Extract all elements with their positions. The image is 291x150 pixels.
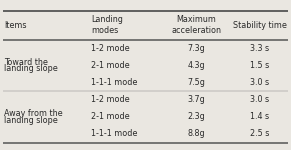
- Text: 7.3g: 7.3g: [188, 44, 205, 53]
- Text: 2.3g: 2.3g: [188, 112, 205, 121]
- Text: Maximum
acceleration: Maximum acceleration: [171, 15, 221, 35]
- Text: Away from the: Away from the: [4, 109, 63, 118]
- Text: 1.4 s: 1.4 s: [250, 112, 269, 121]
- Text: 1-2 mode: 1-2 mode: [91, 95, 129, 104]
- Text: Stability time: Stability time: [233, 21, 287, 30]
- Text: 2.5 s: 2.5 s: [250, 129, 269, 138]
- Text: 1.5 s: 1.5 s: [250, 61, 269, 70]
- Text: 3.7g: 3.7g: [188, 95, 205, 104]
- Text: 2-1 mode: 2-1 mode: [91, 61, 129, 70]
- Text: landing slope: landing slope: [4, 64, 58, 73]
- Text: 3.0 s: 3.0 s: [250, 95, 269, 104]
- Text: 1-1-1 mode: 1-1-1 mode: [91, 129, 137, 138]
- Text: 3.0 s: 3.0 s: [250, 78, 269, 87]
- Text: 7.5g: 7.5g: [187, 78, 205, 87]
- Text: 4.3g: 4.3g: [188, 61, 205, 70]
- Text: Landing
modes: Landing modes: [91, 15, 123, 35]
- Text: 8.8g: 8.8g: [188, 129, 205, 138]
- Text: Toward the: Toward the: [4, 57, 48, 66]
- Text: landing slope: landing slope: [4, 116, 58, 124]
- Text: 1-2 mode: 1-2 mode: [91, 44, 129, 53]
- Text: 3.3 s: 3.3 s: [250, 44, 269, 53]
- Text: 2-1 mode: 2-1 mode: [91, 112, 129, 121]
- Text: Items: Items: [4, 21, 26, 30]
- Text: 1-1-1 mode: 1-1-1 mode: [91, 78, 137, 87]
